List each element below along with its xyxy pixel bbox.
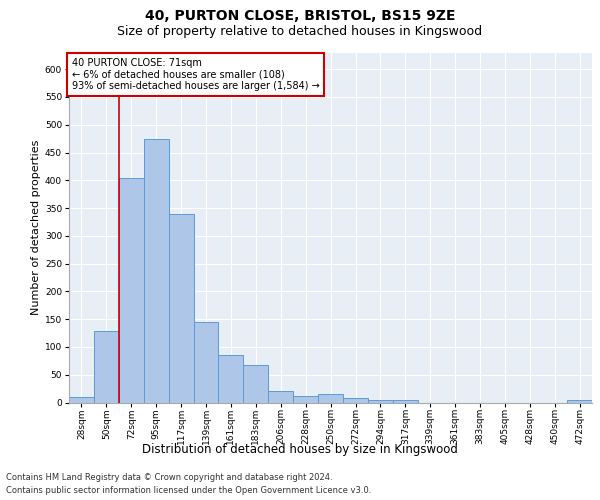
Bar: [368, 400, 393, 402]
Bar: [244, 364, 268, 403]
Bar: [169, 214, 194, 402]
Y-axis label: Number of detached properties: Number of detached properties: [31, 140, 41, 315]
Bar: [268, 392, 293, 402]
Bar: [144, 138, 169, 402]
Bar: [343, 398, 368, 402]
Bar: [69, 397, 94, 402]
Bar: [94, 332, 119, 402]
Bar: [194, 322, 218, 402]
Text: Contains HM Land Registry data © Crown copyright and database right 2024.: Contains HM Land Registry data © Crown c…: [6, 472, 332, 482]
Bar: [318, 394, 343, 402]
Text: 40 PURTON CLOSE: 71sqm
← 6% of detached houses are smaller (108)
93% of semi-det: 40 PURTON CLOSE: 71sqm ← 6% of detached …: [71, 58, 319, 91]
Bar: [218, 356, 244, 403]
Text: 40, PURTON CLOSE, BRISTOL, BS15 9ZE: 40, PURTON CLOSE, BRISTOL, BS15 9ZE: [145, 9, 455, 23]
Bar: [119, 178, 144, 402]
Text: Contains public sector information licensed under the Open Government Licence v3: Contains public sector information licen…: [6, 486, 371, 495]
Bar: [393, 400, 418, 402]
Text: Size of property relative to detached houses in Kingswood: Size of property relative to detached ho…: [118, 25, 482, 38]
Bar: [567, 400, 592, 402]
Text: Distribution of detached houses by size in Kingswood: Distribution of detached houses by size …: [142, 442, 458, 456]
Bar: [293, 396, 318, 402]
